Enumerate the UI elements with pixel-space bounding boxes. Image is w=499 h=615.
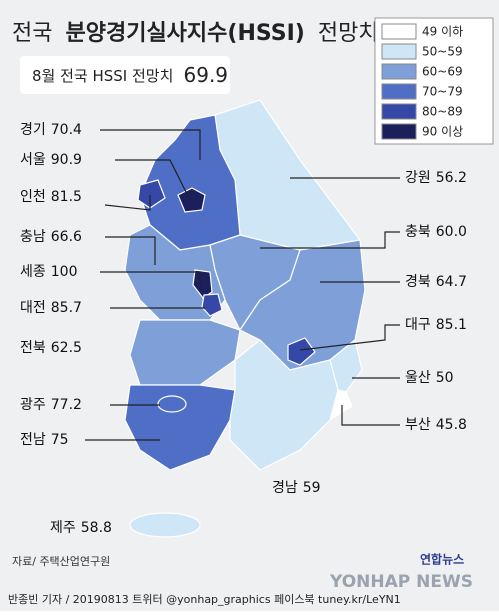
region-gyeongnam: [229, 339, 341, 471]
region-value: 45.8: [436, 417, 467, 433]
region-name: 충북: [405, 224, 431, 240]
region-label: 강원 56.2: [405, 170, 467, 186]
legend-label: 50~59: [422, 45, 463, 59]
legend-label: 70~79: [422, 85, 463, 99]
region-jeju: [129, 512, 201, 538]
region-value: 64.7: [436, 274, 467, 290]
region-value: 59: [303, 480, 321, 496]
legend-swatch: [381, 83, 417, 100]
legend-swatch: [381, 103, 417, 120]
region-value: 85.7: [51, 300, 82, 316]
region-value: 58.8: [81, 520, 112, 536]
region-name: 대전: [20, 300, 46, 316]
region-label: 대구 85.1: [405, 317, 467, 333]
leader: [260, 231, 400, 249]
highlight-label: 8월 전국 HSSI 전망치: [32, 67, 173, 85]
region-value: 50: [436, 370, 454, 386]
region-jeonbuk: [129, 319, 241, 386]
region-label: 제주 58.8: [50, 520, 112, 536]
region-name: 충남: [20, 229, 46, 245]
leader: [341, 405, 400, 426]
region-value: 66.6: [51, 229, 82, 245]
region-label: 세종 100: [20, 264, 78, 280]
region-jeonnam: [124, 384, 236, 471]
title-suffix: 전망치: [318, 21, 379, 46]
region-name: 제주: [50, 520, 76, 536]
region-labels: 경기 70.4 서울 90.9 인천 81.5 충남 66.6 세종 100 대전 85.7 전북 62.…: [20, 122, 467, 536]
region-name: 경남: [272, 480, 298, 496]
legend-label: 90 이상: [422, 125, 463, 139]
region-value: 70.4: [51, 122, 82, 138]
region-value: 62.5: [51, 340, 82, 356]
region-daegu: [287, 337, 316, 366]
leader-lines: [85, 129, 400, 441]
region-value: 100: [51, 264, 78, 280]
region-name: 서울: [20, 152, 46, 168]
leader: [100, 271, 201, 285]
region-incheon: [137, 179, 166, 209]
leader: [299, 324, 400, 351]
region-value: 56.2: [436, 170, 467, 186]
region-value: 81.5: [51, 189, 82, 205]
region-label: 경북 64.7: [405, 274, 467, 290]
region-gwangju: [157, 395, 187, 413]
region-name: 경기: [20, 122, 46, 138]
leader: [104, 195, 151, 211]
legend-swatch: [381, 23, 417, 40]
region-label: 전북 62.5: [20, 340, 82, 356]
legend: 49 이하 50~59 60~69 70~79 80~89 90 이상: [374, 17, 494, 145]
leader: [115, 159, 191, 201]
region-label: 충북 60.0: [405, 224, 467, 240]
region-label: 서울 90.9: [20, 152, 82, 168]
title-main: 분양경기실사지수(HSSI): [65, 21, 304, 46]
highlight: 8월 전국 HSSI 전망치 69.9: [32, 63, 228, 87]
region-name: 광주: [20, 397, 46, 413]
title-prefix: 전국: [12, 21, 52, 46]
legend-label: 80~89: [422, 105, 463, 119]
credit: 반종빈 기자 / 20190813 트위터 @yonhap_graphics 페…: [8, 593, 401, 606]
region-label: 울산 50: [405, 370, 454, 386]
region-name: 전남: [20, 432, 46, 448]
watermark: YONHAP NEWS: [329, 572, 473, 592]
region-value: 85.1: [436, 317, 467, 333]
region-name: 부산: [405, 417, 431, 433]
region-label: 경남 59: [272, 480, 321, 496]
highlight-box: [20, 56, 230, 94]
region-label: 부산 45.8: [405, 417, 467, 433]
region-name: 대구: [405, 317, 431, 333]
region-value: 60.0: [436, 224, 467, 240]
region-value: 75: [51, 432, 69, 448]
legend-swatch: [381, 63, 417, 80]
legend-swatch: [381, 43, 417, 60]
region-seoul: [177, 187, 206, 213]
region-label: 충남 66.6: [20, 229, 82, 245]
legend-label: 49 이하: [422, 25, 463, 39]
region-name: 세종: [20, 264, 46, 280]
region-name: 전북: [20, 340, 46, 356]
logo: 연합뉴스: [420, 552, 464, 567]
region-busan: [329, 389, 353, 422]
region-label: 전남 75: [20, 432, 69, 448]
region-ulsan: [329, 338, 363, 393]
map: [124, 99, 366, 538]
legend-label: 60~69: [422, 65, 463, 79]
legend-swatch: [381, 123, 417, 140]
region-name: 울산: [405, 370, 431, 386]
leader: [105, 236, 156, 265]
region-value: 77.2: [51, 397, 82, 413]
region-name: 경북: [405, 274, 431, 290]
region-label: 대전 85.7: [20, 300, 82, 316]
highlight-value: 69.9: [184, 63, 229, 87]
region-daejeon: [201, 293, 223, 317]
leader: [100, 129, 201, 160]
region-value: 90.9: [51, 152, 82, 168]
region-label: 인천 81.5: [20, 189, 82, 205]
title: 전국 분양경기실사지수(HSSI) 전망치: [12, 21, 379, 46]
region-name: 인천: [20, 189, 46, 205]
source: 자료/ 주택산업연구원: [12, 555, 110, 568]
region-label: 경기 70.4: [20, 122, 82, 138]
region-name: 강원: [405, 170, 431, 186]
region-label: 광주 77.2: [20, 397, 82, 413]
